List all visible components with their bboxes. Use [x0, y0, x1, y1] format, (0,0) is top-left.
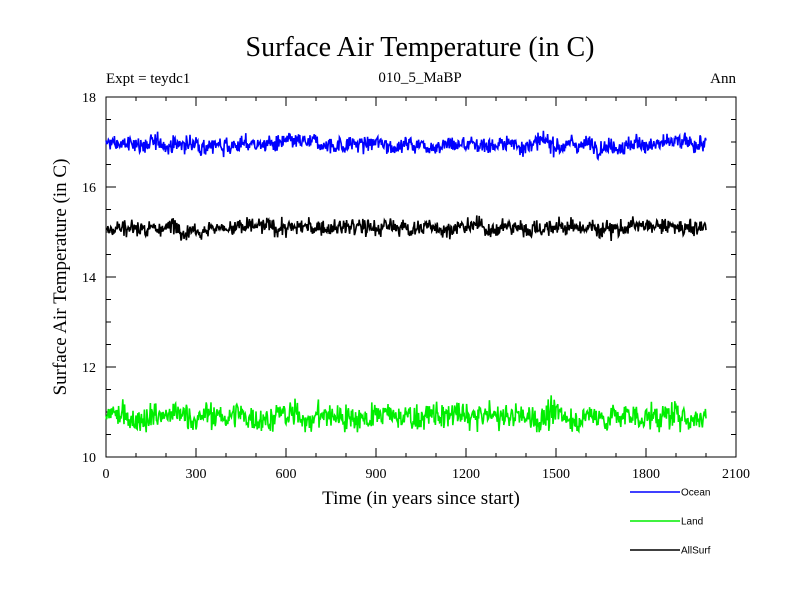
series-lines	[105, 130, 707, 434]
series-line-allsurf	[105, 215, 707, 242]
series-line-ocean	[105, 130, 707, 162]
subtitle-season: Ann	[710, 71, 736, 87]
legend-label-land: Land	[681, 517, 703, 528]
y-axis-label: Surface Air Temperature (in C)	[50, 159, 71, 396]
series-line-land	[105, 395, 707, 434]
x-axis-label: Time (in years since start)	[322, 488, 520, 509]
y-tick-label: 14	[82, 271, 96, 286]
y-tick-labels: 10 12 14 16 18	[82, 91, 96, 466]
x-tick-label: 2100	[722, 467, 750, 482]
subtitle-period: 010_5_MaBP	[378, 70, 461, 86]
y-tick-label: 10	[82, 451, 96, 466]
x-tick-labels: 0 300 600 900 1200 1500 1800 2100	[103, 467, 751, 482]
chart-title: Surface Air Temperature (in C)	[246, 32, 595, 63]
x-tick-label: 1500	[542, 467, 570, 482]
major-ticks	[105, 96, 737, 458]
y-tick-label: 18	[82, 91, 96, 106]
y-tick-label: 12	[82, 361, 96, 376]
x-tick-label: 0	[103, 467, 110, 482]
x-tick-label: 1800	[632, 467, 660, 482]
x-tick-label: 900	[366, 467, 387, 482]
subtitle-expt: Expt = teydc1	[106, 71, 190, 87]
legend: Ocean Land AllSurf	[630, 488, 711, 557]
x-tick-label: 1200	[452, 467, 480, 482]
y-tick-label: 16	[82, 181, 96, 196]
x-tick-label: 600	[276, 467, 297, 482]
legend-label-ocean: Ocean	[681, 488, 710, 499]
legend-label-allsurf: AllSurf	[681, 546, 711, 557]
x-tick-label: 300	[186, 467, 207, 482]
